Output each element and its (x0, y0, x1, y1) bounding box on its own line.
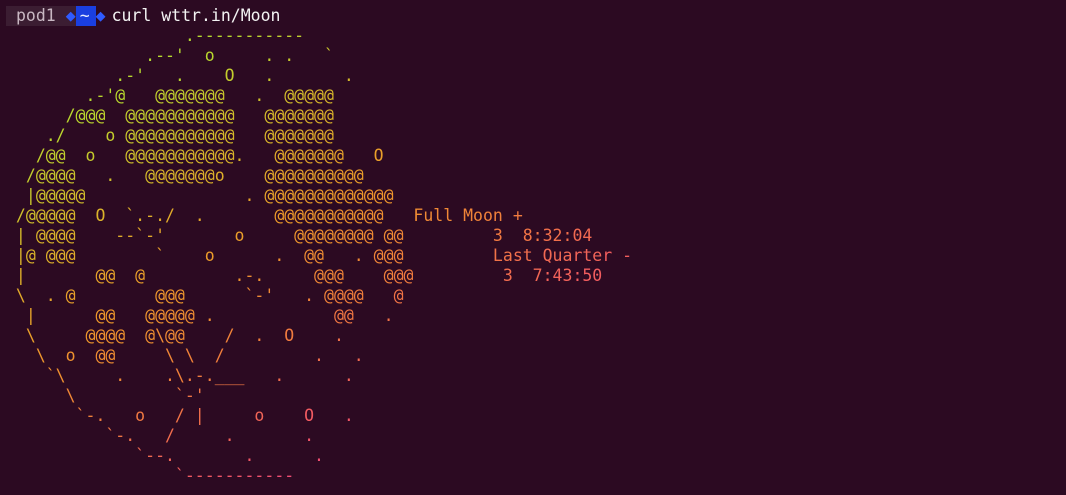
moon-art-line: | @@@@ --`-' o @@@@@@@@ @@ 3 8:32:04 (6, 226, 593, 245)
moon-art-line: `-. o / | o O . (65, 406, 354, 425)
prompt-host: pod1 (6, 6, 66, 26)
moon-art-line: \ `-' (65, 386, 205, 405)
moon-ascii-art: .----------- .--' o . . ` .-' . O . . .-… (6, 26, 1066, 486)
moon-art-line: .-'@ @@@@@@@ . @@@@@ (65, 86, 334, 105)
moon-art-line: \ @@@@ @\@@ / . O . (6, 326, 344, 345)
moon-art-line: `-. / . . (95, 426, 315, 445)
moon-art-line: .-' . O . . (95, 66, 354, 85)
moon-art-line: `\ . .\.-.___ . . (35, 366, 354, 385)
command-text: curl wttr.in/Moon (111, 6, 281, 25)
moon-art-line: | @@ @@@@@ . @@ . (6, 306, 394, 325)
moon-art-line: /@@@ @@@@@@@@@@@ @@@@@@@ (65, 106, 334, 125)
moon-art-line: .--' o . . ` (125, 46, 334, 65)
moon-art-line: /@@@@@ O `.-./ . @@@@@@@@@@@ Full Moon + (6, 206, 523, 225)
moon-art-line: \ . @ @@@ `-' . @@@@ @ (6, 286, 404, 305)
prompt-line: pod1 ◆ ~ ◆ curl wttr.in/Moon (6, 6, 1066, 26)
moon-art-line: .----------- (184, 26, 305, 45)
moon-art-line: |@@@@@ . @@@@@@@@@@@@@ (6, 186, 394, 205)
prompt-directory: ~ (75, 6, 96, 26)
prompt-end-icon: ◆ (95, 6, 106, 25)
moon-art-line: /@@@@ . @@@@@@@o @@@@@@@@@@ (6, 166, 364, 185)
prompt-separator-icon: ◆ (65, 6, 76, 26)
moon-art-line: `----------- (155, 466, 295, 485)
moon-art-line: | @@ @ .-. @@@ @@@ 3 7:43:50 (6, 266, 603, 285)
moon-art-line: |@ @@@ ` o . @@ . @@@ Last Quarter - (6, 246, 633, 265)
moon-art-line: /@@ o @@@@@@@@@@@. @@@@@@@ O (35, 146, 384, 165)
moon-art-line: ./ o @@@@@@@@@@@ @@@@@@@ (35, 126, 334, 145)
moon-art-line: \ o @@ \ \ / . . (35, 346, 364, 365)
moon-art-line: `--. . . (125, 446, 324, 465)
